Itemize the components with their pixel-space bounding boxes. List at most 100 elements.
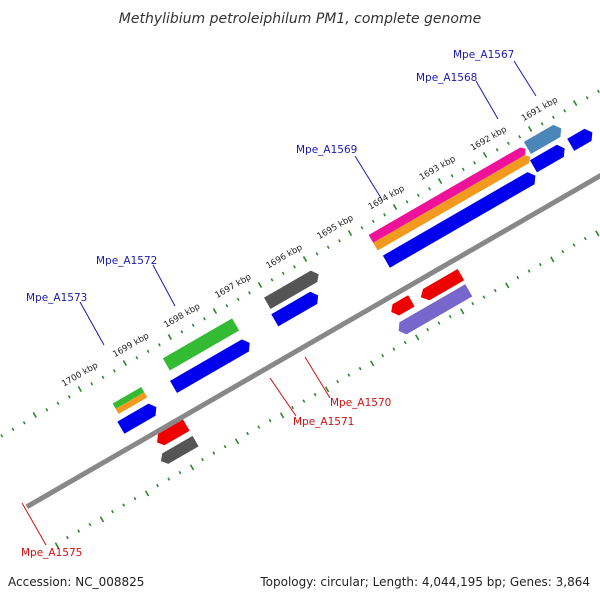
tick-mark-upper <box>450 174 454 178</box>
tick-mark-upper <box>122 360 128 367</box>
tick-mark-lower <box>88 522 92 527</box>
tick-mark-lower <box>583 236 587 241</box>
tick-mark-lower <box>392 347 396 351</box>
tick-mark-upper <box>167 334 173 341</box>
feature-mpe-a1567-cog[interactable] <box>523 122 565 154</box>
tick-mark-upper <box>67 395 71 399</box>
tick-mark-upper <box>270 278 274 282</box>
tick-mark-lower <box>505 282 510 289</box>
cds-forward-strand <box>117 126 596 434</box>
feature-mpe-a1572-cog[interactable] <box>264 268 322 309</box>
cds-reverse-1[interactable] <box>388 295 415 318</box>
cds-forward-1[interactable] <box>567 126 596 151</box>
label-mpe-a1568[interactable]: Mpe_A1568 <box>416 72 477 84</box>
label-mpe-a1575[interactable]: Mpe_A1575 <box>21 547 82 559</box>
tick-mark-lower <box>122 503 126 507</box>
label-mpe-a1571[interactable]: Mpe_A1571 <box>293 416 354 428</box>
tick-mark-lower <box>561 249 565 254</box>
label-mpe-a1570[interactable]: Mpe_A1570 <box>330 397 391 409</box>
tick-mark-lower <box>167 477 171 481</box>
tick-mark-upper <box>135 356 139 360</box>
tick-mark-upper <box>157 343 161 347</box>
tick-mark-upper <box>257 282 263 289</box>
tick-mark-upper <box>563 109 567 113</box>
tick-mark-lower <box>516 275 520 280</box>
label-mpe-a1572[interactable]: Mpe_A1572 <box>96 255 157 267</box>
tick-mark-lower <box>66 535 69 540</box>
tick-mark-upper <box>45 408 49 412</box>
tick-mark-lower <box>369 360 375 367</box>
label-mpe-a1573[interactable]: Mpe_A1573 <box>26 292 87 304</box>
tick-mark-lower <box>471 301 475 306</box>
feature-mpe-a1568-cog[interactable] <box>368 145 529 243</box>
tick-label: 1694 kbp <box>367 184 407 213</box>
tick-mark-lower <box>415 334 420 341</box>
feature-mpe-a1575-cog[interactable] <box>158 435 199 466</box>
tick-mark-upper <box>0 434 4 438</box>
tick-mark-lower <box>550 256 555 263</box>
tick-mark-lower <box>595 230 600 237</box>
tick-mark-upper <box>338 239 341 243</box>
tick-mark-upper <box>482 152 488 159</box>
tick-mark-lower <box>460 308 465 315</box>
genome-summary-text: Topology: circular; Length: 4,044,195 bp… <box>259 575 590 589</box>
tick-mark-upper <box>371 219 375 224</box>
cds-forward-5[interactable] <box>169 337 253 393</box>
tick-mark-lower <box>77 529 81 533</box>
feature-mpe-a1573-cog[interactable] <box>162 318 240 371</box>
tick-mark-lower <box>178 470 182 475</box>
tick-mark-lower <box>358 366 362 371</box>
tick-mark-upper <box>506 141 510 146</box>
tick-mark-upper <box>518 135 522 139</box>
tick-mark-upper <box>247 291 251 295</box>
tick-label: 1698 kbp <box>162 302 202 331</box>
tick-label: 1696 kbp <box>265 243 305 272</box>
feature-mpe-a1569-cog[interactable] <box>373 153 533 251</box>
tick-mark-lower <box>189 464 195 471</box>
tick-mark-upper <box>416 193 420 198</box>
tick-mark-upper <box>461 167 465 172</box>
tick-mark-upper <box>383 213 386 217</box>
tick-mark-upper <box>212 308 218 315</box>
tick-mark-upper <box>101 375 105 380</box>
tick-label: 1700 kbp <box>60 361 100 390</box>
cds-forward-3[interactable] <box>382 170 539 268</box>
feature-small-orange-cog[interactable] <box>115 392 148 414</box>
label-mpe-a1569[interactable]: Mpe_A1569 <box>296 144 357 156</box>
tick-mark-lower <box>156 483 159 488</box>
tick-mark-lower <box>426 327 430 332</box>
tick-mark-upper <box>540 122 544 126</box>
tick-mark-upper <box>405 200 409 204</box>
feature-mpe-a1570-cog[interactable] <box>418 269 465 303</box>
cds-forward-6[interactable] <box>117 401 160 434</box>
label-mpe-a1567[interactable]: Mpe_A1567 <box>453 49 514 61</box>
tick-mark-upper <box>572 100 578 107</box>
tick-mark-upper <box>281 271 285 276</box>
feature-small-green-cog[interactable] <box>112 387 145 409</box>
genome-track: 1691 kbp 1692 kbp 1693 kbp 1694 kbp 1695 kbp… <box>0 89 600 549</box>
tick-mark-lower <box>144 490 150 497</box>
tick-mark-upper <box>225 304 229 308</box>
tick-mark-lower <box>99 516 105 523</box>
cog-ring <box>112 122 565 414</box>
cds-forward-4[interactable] <box>271 289 321 327</box>
tick-mark-upper <box>428 187 432 191</box>
tick-mark-lower <box>381 353 385 358</box>
gene-labels: Mpe_A1567 Mpe_A1568 Mpe_A1569 Mpe_A1572 … <box>21 49 537 559</box>
tick-label: 1699 kbp <box>111 331 151 360</box>
tick-mark-lower <box>493 288 497 293</box>
tick-label: 1697 kbp <box>213 272 253 301</box>
cds-reverse-2[interactable] <box>154 419 190 447</box>
tick-label: 1695 kbp <box>316 213 356 242</box>
cds-forward-2[interactable] <box>529 142 568 173</box>
tick-mark-lower <box>302 399 306 403</box>
map-title: Methylibium petroleiphilum PM1, complete… <box>119 11 481 27</box>
tick-mark-upper <box>392 204 398 211</box>
tick-mark-upper <box>360 226 364 230</box>
tick-mark-upper <box>112 369 116 373</box>
tick-label: 1691 kbp <box>520 95 560 124</box>
feature-mpe-a1571-cog[interactable] <box>395 284 473 337</box>
tick-mark-upper <box>236 297 240 302</box>
tick-mark-lower <box>212 451 216 455</box>
